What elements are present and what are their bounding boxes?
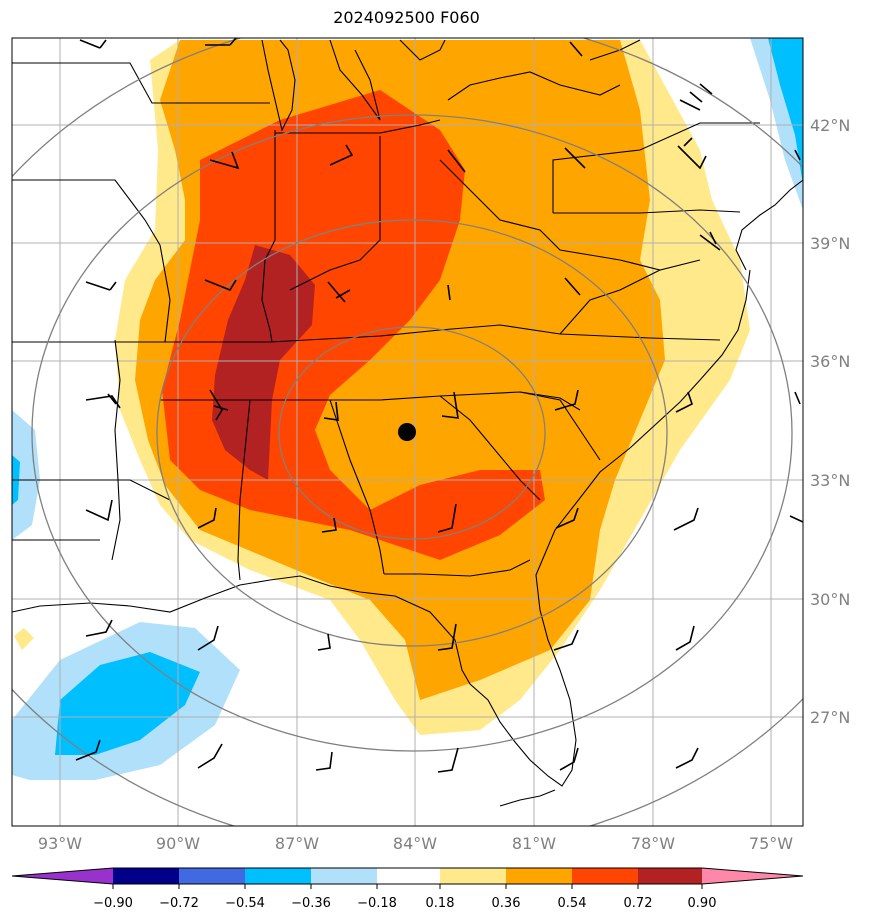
lat-label-30n: 30°N <box>810 590 850 609</box>
colorbar-cell-10 <box>702 868 803 884</box>
contour-fill-neg-0.54-0.36-ne <box>768 38 803 185</box>
lat-label-33n: 33°N <box>810 471 850 490</box>
contour-fill-neg-0.36-0.18-west <box>12 410 40 540</box>
contour-fill-layer <box>12 38 803 780</box>
contour-fill-neg-0.54-0.36 <box>55 652 200 755</box>
colorbar-cell-2 <box>179 868 245 884</box>
colorbar-cell-7 <box>506 868 572 884</box>
lat-label-39n: 39°N <box>810 234 850 253</box>
lat-label-27n: 27°N <box>810 708 850 727</box>
wind-barbs <box>75 38 803 773</box>
lon-label-81w: 81°W <box>512 834 556 853</box>
map-frame <box>11 37 804 827</box>
colorbar-tick-label: 0.72 <box>624 896 653 911</box>
coastlines-and-borders <box>12 39 803 807</box>
colorbar-tick-label: −0.54 <box>225 896 265 911</box>
colorbar-cell-5 <box>377 868 440 884</box>
lon-label-87w: 87°W <box>275 834 319 853</box>
colorbar-tick-label: −0.18 <box>357 896 397 911</box>
center-marker <box>398 423 416 441</box>
colorbar-tick-label: 0.90 <box>688 896 717 911</box>
longitude-axis: 93°W 90°W 87°W 84°W 81°W 78°W 75°W <box>38 834 793 853</box>
lon-label-90w: 90°W <box>156 834 200 853</box>
contour-fill-0.72-0.90 <box>212 245 315 480</box>
colorbar: −0.90 −0.72 −0.54 −0.36 −0.18 0.18 0.36 … <box>11 867 804 911</box>
colorbar-cell-0 <box>12 868 113 884</box>
lon-label-75w: 75°W <box>749 834 793 853</box>
colorbar-cell-3 <box>245 868 311 884</box>
colorbar-cell-1 <box>113 868 179 884</box>
contour-fill-small-positive <box>14 628 34 650</box>
colorbar-tick-label: −0.72 <box>159 896 199 911</box>
colorbar-tick-label: 0.54 <box>558 896 587 911</box>
lon-label-78w: 78°W <box>631 834 675 853</box>
colorbar-cell-6 <box>440 868 506 884</box>
lat-label-42n: 42°N <box>810 116 850 135</box>
lon-label-84w: 84°W <box>393 834 437 853</box>
lat-label-36n: 36°N <box>810 352 850 371</box>
map-panel <box>12 38 803 826</box>
map-title: 2024092500 F060 <box>333 8 480 27</box>
colorbar-cell-4 <box>311 868 377 884</box>
latitude-axis: 42°N 39°N 36°N 33°N 30°N 27°N <box>810 116 850 727</box>
colorbar-tick-label: −0.36 <box>291 896 331 911</box>
colorbar-tick-label: 0.36 <box>492 896 521 911</box>
colorbar-cell-8 <box>572 868 638 884</box>
colorbar-tick-label: 0.18 <box>426 896 455 911</box>
range-rings <box>12 38 803 826</box>
colorbar-cell-9 <box>638 868 702 884</box>
colorbar-tick-label: −0.90 <box>93 896 133 911</box>
lon-label-93w: 93°W <box>38 834 82 853</box>
